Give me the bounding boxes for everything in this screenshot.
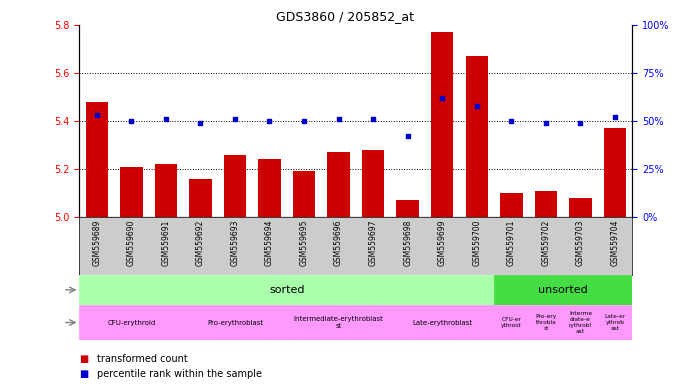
Text: Late-erythroblast: Late-erythroblast (412, 319, 473, 326)
Bar (598, 305, 632, 340)
Point (126, 118, 137, 124)
Bar (569, 198, 591, 217)
Text: GSM559698: GSM559698 (403, 220, 413, 266)
Bar (535, 190, 557, 217)
Text: GSM559702: GSM559702 (541, 220, 551, 266)
Point (264, 118, 275, 124)
Bar (500, 193, 522, 217)
Point (609, 114, 621, 120)
Bar (258, 159, 281, 217)
Bar (79, 275, 494, 305)
Text: GSM559704: GSM559704 (610, 220, 620, 266)
Point (506, 118, 517, 124)
Text: GSM559699: GSM559699 (437, 220, 447, 266)
Text: Intermediate-erythroblast
st: Intermediate-erythroblast st (294, 316, 384, 329)
Bar (604, 128, 626, 217)
Text: ■: ■ (79, 369, 88, 379)
Text: CFU-er
ythroid: CFU-er ythroid (501, 317, 522, 328)
Bar (86, 102, 108, 217)
Point (91, 112, 102, 118)
Point (540, 120, 551, 126)
Text: unsorted: unsorted (538, 285, 588, 295)
Bar (120, 167, 142, 217)
Text: CFU-erythroid: CFU-erythroid (107, 319, 155, 326)
Bar (390, 305, 494, 340)
Bar (328, 152, 350, 217)
Text: GDS3860 / 205852_at: GDS3860 / 205852_at (276, 10, 415, 23)
Bar (466, 56, 488, 217)
Text: GSM559690: GSM559690 (126, 220, 136, 266)
Text: Late-er
ythrob
ast: Late-er ythrob ast (605, 314, 625, 331)
Text: GSM559700: GSM559700 (472, 220, 482, 266)
Text: GSM559701: GSM559701 (507, 220, 516, 266)
Text: GSM559695: GSM559695 (299, 220, 309, 266)
Text: GSM559692: GSM559692 (196, 220, 205, 266)
Point (471, 103, 482, 109)
Text: Interme
diate-e
rythrobl
ast: Interme diate-e rythrobl ast (569, 311, 592, 334)
Point (368, 116, 379, 122)
Bar (224, 155, 246, 217)
Bar (183, 305, 287, 340)
Text: Pro-ery
throbla
st: Pro-ery throbla st (536, 314, 556, 331)
Bar (494, 275, 632, 305)
Text: GSM559693: GSM559693 (230, 220, 240, 266)
Text: sorted: sorted (269, 285, 305, 295)
Bar (529, 305, 563, 340)
Bar (397, 200, 419, 217)
Text: ■: ■ (79, 354, 88, 364)
Bar (293, 171, 315, 217)
Text: Pro-erythroblast: Pro-erythroblast (207, 319, 263, 326)
Bar (362, 150, 384, 217)
Bar (431, 32, 453, 217)
Bar (155, 164, 177, 217)
Bar (494, 305, 529, 340)
Text: GSM559694: GSM559694 (265, 220, 274, 266)
Text: GSM559703: GSM559703 (576, 220, 585, 266)
Text: GSM559691: GSM559691 (161, 220, 171, 266)
Text: transformed count: transformed count (97, 354, 187, 364)
Point (299, 118, 310, 124)
Point (437, 95, 448, 101)
Bar (79, 305, 183, 340)
Bar (287, 305, 390, 340)
Text: percentile rank within the sample: percentile rank within the sample (97, 369, 262, 379)
Point (229, 116, 240, 122)
Bar (563, 305, 598, 340)
Point (195, 120, 206, 126)
Text: GSM559697: GSM559697 (368, 220, 378, 266)
Text: GSM559696: GSM559696 (334, 220, 343, 266)
Point (402, 133, 413, 139)
Point (575, 120, 586, 126)
Point (160, 116, 171, 122)
Point (333, 116, 344, 122)
Text: GSM559689: GSM559689 (92, 220, 102, 266)
Bar (189, 179, 211, 217)
